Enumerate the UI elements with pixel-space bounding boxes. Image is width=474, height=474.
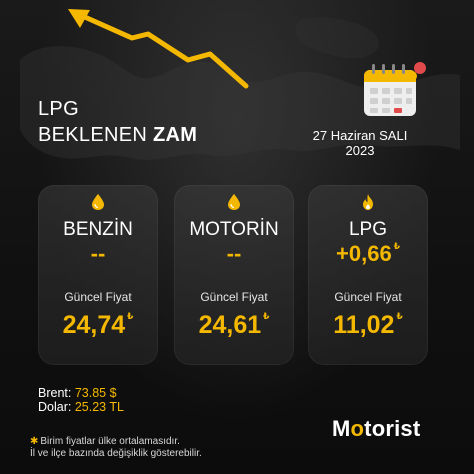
- price-change: --: [174, 241, 294, 267]
- current-price-value: 24,74: [62, 311, 126, 339]
- brent-row: Brent: 73.85 $: [38, 386, 124, 400]
- current-price-value: 11,02: [333, 311, 395, 339]
- current-price: 24,74 ₺: [38, 311, 158, 340]
- headline: LPG BEKLENEN ZAM: [38, 96, 197, 148]
- fuel-drop-icon: [228, 194, 240, 210]
- footnote: ✱ Birim fiyatlar ülke ortalamasıdır. İl v…: [30, 436, 202, 460]
- fuel-name: LPG: [348, 219, 388, 240]
- price-label: Güncel Fiyat: [64, 290, 132, 304]
- fuel-card-lpg: LPG +0,66 ₺ Güncel Fiyat 11,02 ₺: [308, 185, 428, 365]
- fuel-name: BENZİN: [63, 219, 133, 240]
- fuel-name: MOTORİN: [189, 219, 279, 240]
- price-label: Güncel Fiyat: [200, 290, 268, 304]
- date-line1: 27 Haziran SALI: [312, 128, 408, 143]
- price-change-value: --: [90, 241, 106, 266]
- rising-arrow-icon: [68, 9, 249, 89]
- lira-unit: ₺: [393, 241, 400, 251]
- dolar-label: Dolar:: [38, 400, 72, 414]
- current-price: 24,61 ₺: [174, 311, 294, 340]
- market-values: Brent: 73.85 $ Dolar: 25.23 TL: [38, 386, 124, 414]
- price-change-value: --: [226, 241, 242, 266]
- fuel-card-benzin: BENZİN -- Güncel Fiyat 24,74 ₺: [38, 185, 158, 365]
- current-price-value: 24,61: [198, 311, 262, 339]
- lira-unit: ₺: [127, 311, 134, 321]
- footnote-text1: Birim fiyatlar ülke ortalamasıdır.: [40, 436, 180, 447]
- footnote-line1: ✱ Birim fiyatlar ülke ortalamasıdır.: [30, 436, 202, 448]
- price-change: --: [38, 241, 158, 267]
- asterisk-icon: ✱: [30, 436, 39, 447]
- dolar-row: Dolar: 25.23 TL: [38, 400, 124, 414]
- footnote-line2: İl ve ilçe bazında değişiklik gösterebil…: [30, 448, 202, 459]
- date: 27 Haziran SALI 2023: [300, 128, 420, 158]
- brent-label: Brent:: [38, 386, 72, 400]
- headline-line2: BEKLENEN ZAM: [38, 122, 197, 148]
- dolar-value: 25.23 TL: [74, 400, 124, 414]
- brent-value: 73.85 $: [74, 386, 117, 400]
- current-price: 11,02 ₺: [308, 311, 428, 340]
- fuel-card-motorin: MOTORİN -- Güncel Fiyat 24,61 ₺: [174, 185, 294, 365]
- price-change: +0,66 ₺: [308, 241, 428, 267]
- date-line2: 2023: [345, 143, 375, 158]
- flame-icon: [363, 194, 373, 210]
- price-label: Güncel Fiyat: [334, 290, 402, 304]
- price-change-value: +0,66: [336, 241, 392, 266]
- calendar-icon: [364, 62, 426, 116]
- world-map-background: [20, 17, 460, 160]
- brand-logo: Motorist: [332, 416, 421, 441]
- lira-unit: ₺: [263, 311, 270, 321]
- headline-line1: LPG: [38, 98, 79, 120]
- headline-regular: BEKLENEN: [38, 124, 148, 146]
- lira-unit: ₺: [396, 311, 403, 321]
- logo-accent-letter: o: [350, 416, 365, 441]
- fuel-drop-icon: [92, 194, 104, 210]
- headline-bold: ZAM: [152, 124, 198, 146]
